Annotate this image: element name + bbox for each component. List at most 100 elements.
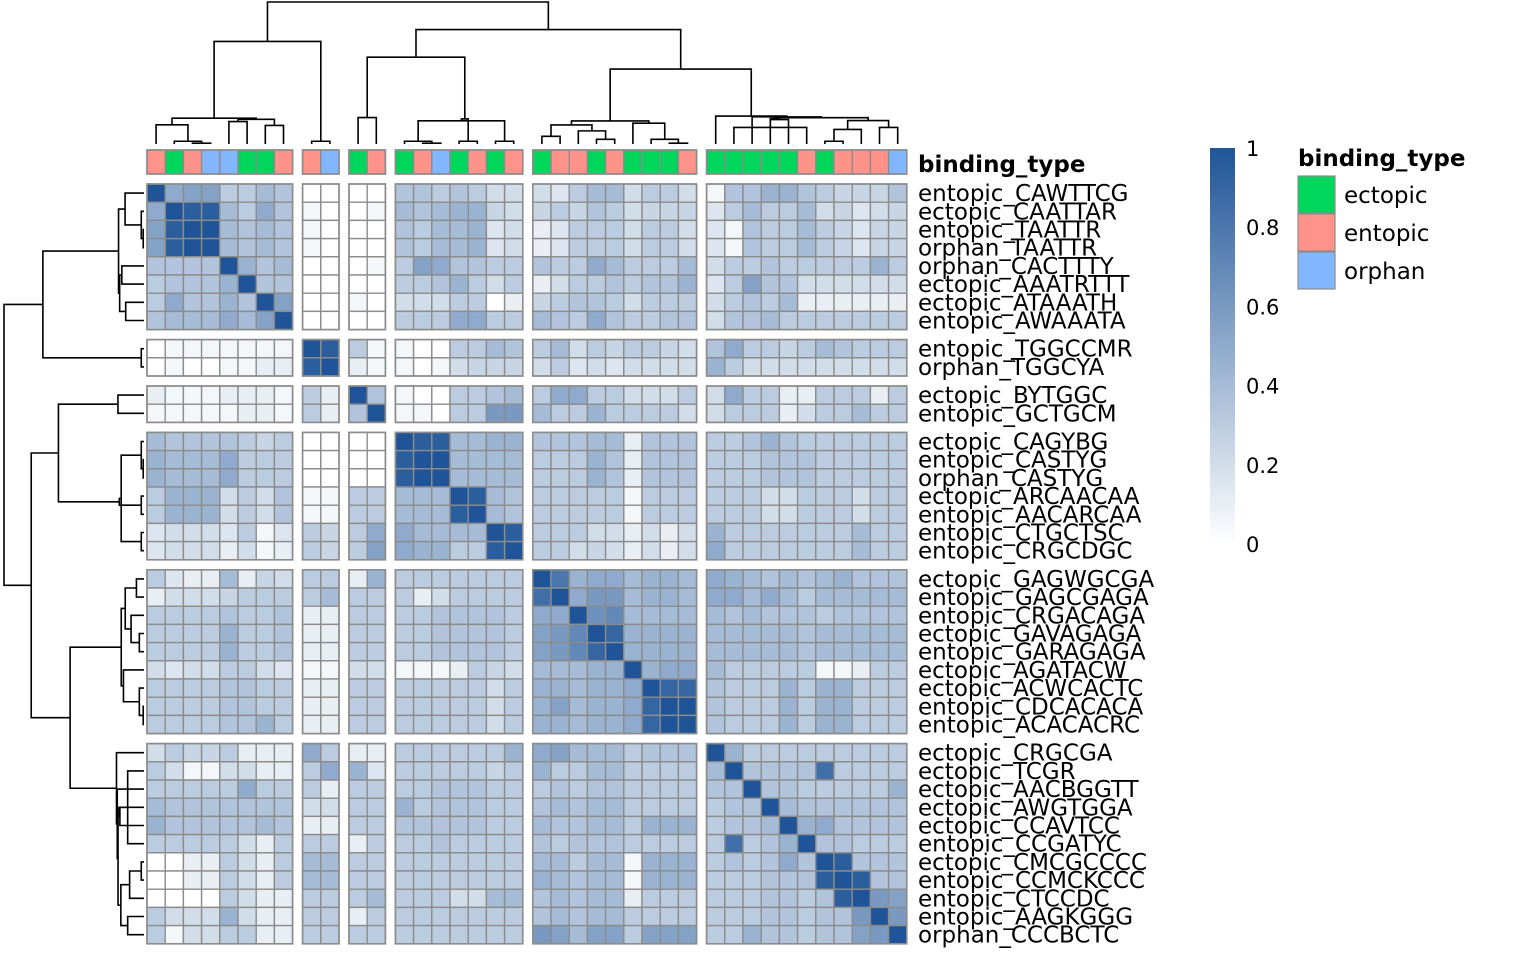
heatmap-cell	[724, 540, 744, 561]
heatmap-cell	[659, 338, 680, 359]
annotation-cell	[778, 149, 799, 175]
heatmap-cell	[412, 522, 433, 543]
heatmap-cell	[146, 888, 166, 909]
heatmap-cell	[366, 833, 387, 854]
heatmap-cell	[550, 468, 570, 488]
heatmap-cell	[851, 797, 872, 818]
heatmap-cell	[742, 201, 762, 222]
heatmap-cell	[348, 605, 368, 626]
heatmap-cell	[550, 449, 570, 470]
annotation-cell	[485, 149, 506, 175]
heatmap-cell	[550, 815, 570, 836]
heatmap-cell	[833, 623, 853, 644]
heatmap-cell	[815, 468, 835, 488]
heatmap-cell	[604, 431, 625, 452]
heatmap-cell	[219, 274, 239, 294]
heatmap-cell	[301, 183, 322, 203]
heatmap-cell	[887, 338, 908, 359]
heatmap-cell	[760, 815, 781, 836]
heatmap-cell	[366, 815, 387, 836]
row-label: ectopic_ACWCACTC	[918, 676, 1143, 702]
heatmap-cell	[742, 274, 762, 294]
heatmap-cell	[532, 623, 552, 644]
heatmap-cell	[851, 522, 872, 543]
heatmap-cell	[778, 779, 799, 799]
heatmap-cell	[586, 641, 607, 662]
heatmap-cell	[219, 219, 239, 240]
heatmap-cell	[320, 815, 340, 836]
heatmap-cell	[760, 486, 781, 506]
heatmap-cell	[348, 403, 368, 424]
heatmap-cell	[604, 310, 625, 331]
heatmap-block	[394, 742, 524, 945]
heatmap-cell	[815, 338, 835, 359]
heatmap-cell	[467, 678, 488, 698]
annotation-cell	[851, 149, 872, 175]
heatmap-cell	[348, 888, 368, 909]
row-label: ectopic_CRGCGA	[918, 741, 1113, 767]
heatmap-cell	[255, 742, 276, 763]
heatmap-block	[705, 568, 908, 735]
heatmap-cell	[146, 201, 166, 222]
heatmap-cell	[724, 486, 744, 506]
heatmap-cell	[431, 797, 451, 818]
heatmap-cell	[550, 641, 570, 662]
heatmap-cell	[724, 833, 744, 854]
heatmap-cell	[677, 761, 698, 781]
heatmap-cell	[301, 237, 322, 258]
heatmap-cell	[412, 742, 433, 763]
heatmap-cell	[301, 852, 322, 872]
heatmap-cell	[182, 468, 203, 488]
heatmap-cell	[320, 540, 340, 561]
heatmap-cell	[760, 310, 781, 331]
heatmap-cell	[869, 678, 890, 698]
heatmap-cell	[604, 237, 625, 258]
heatmap-cell	[164, 237, 185, 258]
heatmap-cell	[219, 256, 239, 276]
heatmap-cell	[146, 587, 166, 607]
heatmap-cell	[659, 623, 680, 644]
heatmap-cell	[255, 888, 276, 909]
heatmap-cell	[412, 815, 433, 836]
heatmap-cell	[366, 338, 387, 359]
row-label: entopic_TGGCCMR	[918, 337, 1133, 363]
heatmap-cell	[659, 678, 680, 698]
heatmap-cell	[742, 449, 762, 470]
heatmap-cell	[724, 641, 744, 662]
heatmap-cell	[532, 924, 552, 945]
dendrogram-branch	[421, 142, 442, 145]
heatmap-cell	[760, 924, 781, 945]
heatmap-cell	[348, 870, 368, 890]
heatmap-cell	[568, 852, 589, 872]
heatmap-block	[301, 385, 340, 424]
heatmap-cell	[449, 183, 469, 203]
heatmap-cell	[485, 201, 506, 222]
annotation-cell	[586, 149, 607, 175]
heatmap-cell	[200, 605, 221, 626]
heatmap-cell	[778, 256, 799, 276]
heatmap-cell	[796, 486, 817, 506]
heatmap-cell	[604, 815, 625, 836]
heatmap-cell	[431, 833, 451, 854]
heatmap-cell	[255, 201, 276, 222]
heatmap-cell	[412, 219, 433, 240]
heatmap-cell	[778, 660, 799, 680]
heatmap-cell	[550, 504, 570, 525]
heatmap-cell	[164, 906, 185, 927]
heatmap-cell	[485, 870, 506, 890]
heatmap-cell	[412, 385, 433, 405]
heatmap-cell	[532, 852, 552, 872]
heatmap-cell	[887, 183, 908, 203]
heatmap-cell	[164, 623, 185, 644]
heatmap-cell	[851, 888, 872, 909]
heatmap-cell	[200, 696, 221, 717]
heatmap-cell	[550, 678, 570, 698]
heatmap-cell	[485, 742, 506, 763]
heatmap-cell	[677, 779, 698, 799]
heatmap-cell	[431, 504, 451, 525]
heatmap-cell	[677, 431, 698, 452]
heatmap-block	[531, 385, 698, 424]
heatmap-cell	[301, 540, 322, 561]
heatmap-cell	[659, 292, 680, 313]
heatmap-cell	[219, 779, 239, 799]
